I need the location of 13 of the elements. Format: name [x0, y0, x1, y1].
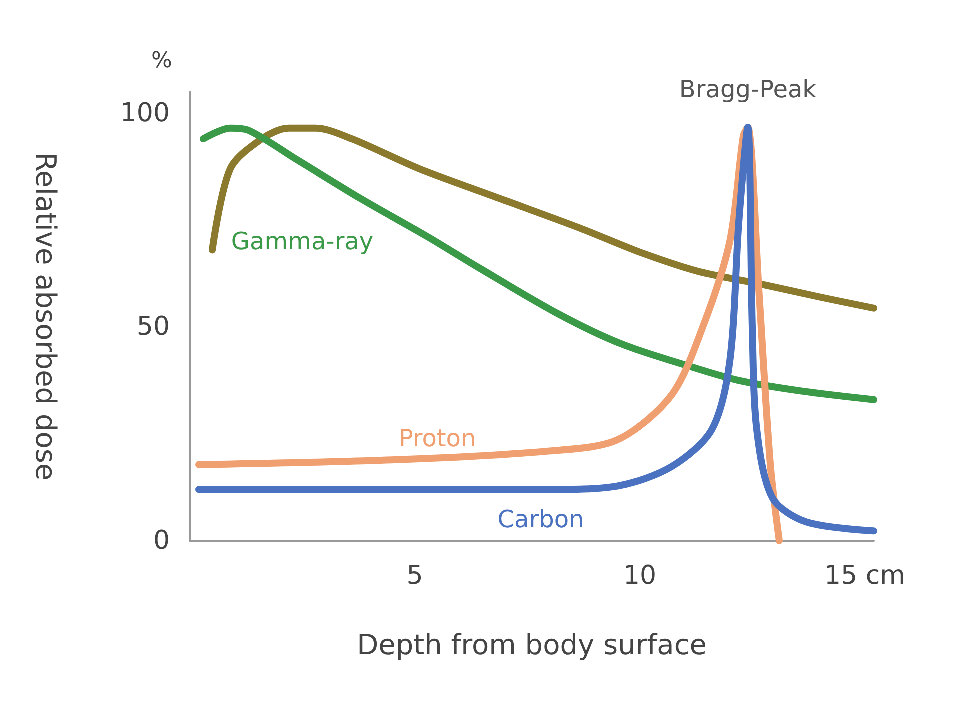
y-tick-label: 0	[153, 526, 170, 556]
y-tick-label: 50	[136, 312, 170, 342]
series-label: Gamma-ray	[231, 228, 374, 256]
y-axis-title: Relative absorbed dose	[30, 152, 62, 481]
annotation: Bragg-Peak	[679, 75, 817, 104]
text: %	[152, 48, 172, 74]
y-tick-label: 100	[120, 98, 170, 128]
x-tick-label: 15 cm	[824, 561, 906, 591]
series-label: Carbon	[498, 506, 584, 534]
x-axis-title: Depth from body surface	[357, 628, 707, 662]
x-tick-label: 5	[406, 561, 424, 591]
x-tick-label: 10	[623, 561, 657, 591]
series-label: Proton	[398, 424, 476, 452]
